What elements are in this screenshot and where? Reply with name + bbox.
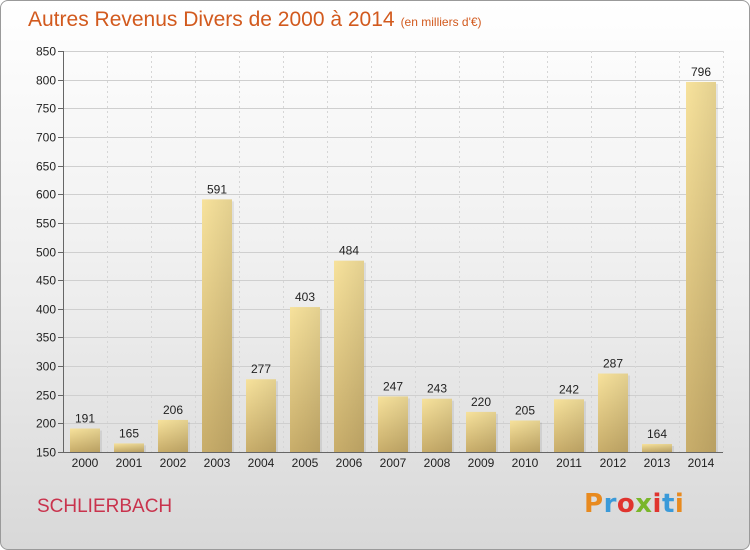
x-tick-label: 2005 <box>292 456 319 470</box>
bar-value-label: 205 <box>515 403 535 417</box>
x-tick-label: 2002 <box>160 456 187 470</box>
bar-value-label: 206 <box>163 403 183 417</box>
x-tick-label: 2013 <box>644 456 671 470</box>
x-tick-label: 2010 <box>512 456 539 470</box>
bar-value-label: 277 <box>251 362 271 376</box>
x-tick-label: 2006 <box>336 456 363 470</box>
bar-value-label: 165 <box>119 426 139 440</box>
y-tick-label: 150 <box>36 446 56 460</box>
x-tick-label: 2003 <box>204 456 231 470</box>
y-tick-label: 300 <box>36 360 56 374</box>
logo-letter: i <box>652 489 662 519</box>
y-tick-label: 250 <box>36 389 56 403</box>
y-tick-label: 600 <box>36 188 56 202</box>
y-tick-label: 400 <box>36 303 56 317</box>
bar-shade <box>334 260 364 452</box>
x-tick-label: 2001 <box>116 456 143 470</box>
bar-value-label: 242 <box>559 382 579 396</box>
bar-shade <box>290 307 320 452</box>
bar-value-label: 220 <box>471 395 491 409</box>
y-tick-label: 800 <box>36 74 56 88</box>
place-name: SCHLIERBACH <box>37 496 173 517</box>
bar-value-label: 591 <box>207 182 227 196</box>
bar-shade <box>70 428 100 452</box>
bar-value-label: 287 <box>603 357 623 371</box>
x-tick-label: 2012 <box>600 456 627 470</box>
bar-value-label: 484 <box>339 244 359 258</box>
x-tick-label: 2000 <box>72 456 99 470</box>
chart-title: Autres Revenus Divers de 2000 à 2014 (en … <box>28 8 482 32</box>
axes <box>58 51 723 453</box>
y-tick-label: 200 <box>36 417 56 431</box>
y-tick-label: 650 <box>36 160 56 174</box>
bar-shade <box>202 199 232 452</box>
x-tick-label: 2007 <box>380 456 407 470</box>
bar-value-label: 243 <box>427 382 447 396</box>
x-tick-label: 2011 <box>556 456 582 470</box>
logo-letter: t <box>661 489 675 519</box>
y-tick-label: 450 <box>36 274 56 288</box>
bar-shade <box>642 443 672 452</box>
bar-shade <box>114 443 144 452</box>
bar-shade <box>510 420 540 452</box>
logo-letter: r <box>603 489 617 519</box>
logo-letter: i <box>674 489 685 519</box>
y-tick-label: 550 <box>36 217 56 231</box>
bar-shade <box>554 399 584 452</box>
y-tick-label: 750 <box>36 102 56 116</box>
logo-letter: o <box>616 489 636 519</box>
chart-unit-note: (en milliers d'€) <box>400 15 482 29</box>
y-tick-label: 700 <box>36 131 56 145</box>
bar-shade <box>378 396 408 452</box>
bar-value-label: 247 <box>383 379 403 393</box>
bar-shade <box>422 398 452 452</box>
bar-shade <box>466 411 496 452</box>
bar-shade <box>686 81 716 452</box>
chart-title-text: Autres Revenus Divers de 2000 à 2014 <box>28 8 395 31</box>
bar-value-label: 403 <box>295 290 315 304</box>
bar-shade <box>246 379 276 452</box>
bar-value-label: 164 <box>647 427 667 441</box>
proxiti-logo: Proxiti <box>584 489 684 519</box>
bar-shade <box>598 373 628 452</box>
x-tick-label: 2014 <box>688 456 715 470</box>
bars <box>70 81 718 452</box>
x-tick-label: 2008 <box>424 456 451 470</box>
bar-shade <box>158 419 188 452</box>
x-tick-label: 2004 <box>248 456 275 470</box>
y-tick-label: 350 <box>36 331 56 345</box>
bar-value-label: 191 <box>75 412 95 426</box>
logo-letter: x <box>635 489 653 519</box>
labels: 150 200 250 300 350 400 450 500 550 600 650 700 750 8… <box>36 45 715 471</box>
y-tick-label: 500 <box>36 246 56 260</box>
x-tick-label: 2009 <box>468 456 495 470</box>
logo-letter: P <box>584 489 604 519</box>
y-tick-label: 850 <box>36 45 56 59</box>
bar-value-label: 796 <box>691 65 711 79</box>
